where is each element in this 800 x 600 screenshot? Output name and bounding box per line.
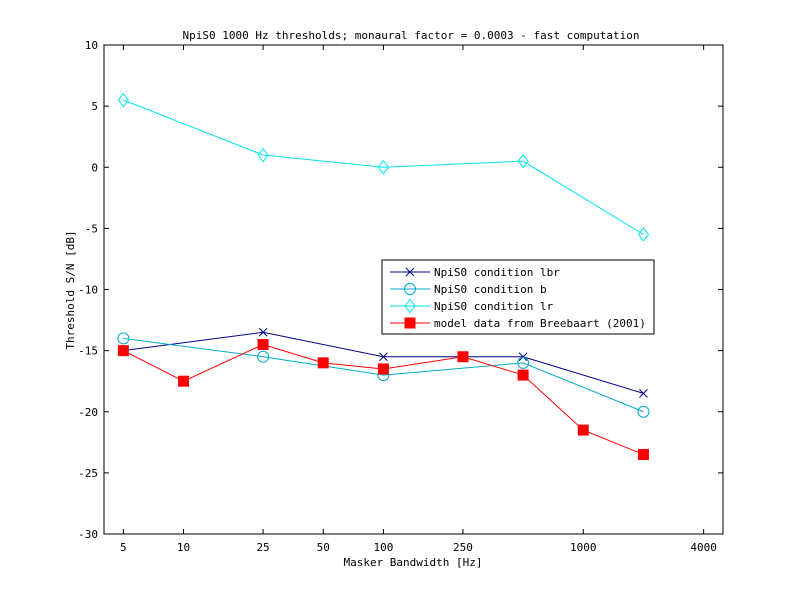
x-tick-label: 25	[256, 541, 269, 554]
legend-label: NpiS0 condition lr	[434, 300, 554, 313]
y-tick-label: 5	[91, 100, 98, 113]
legend-label: NpiS0 condition lbr	[434, 266, 560, 279]
data-point	[457, 351, 469, 363]
legend-marker	[404, 283, 416, 295]
x-tick-label: 250	[453, 541, 473, 554]
data-point	[257, 339, 269, 351]
data-point	[639, 389, 648, 398]
legend-item: model data from Breebaart (2001)	[390, 317, 646, 330]
data-point	[577, 424, 589, 436]
y-tick-label: -25	[78, 467, 98, 480]
data-point	[117, 345, 129, 357]
y-tick-label: -5	[85, 222, 98, 235]
series-line	[123, 337, 644, 413]
legend-marker	[404, 298, 416, 314]
legend-label: NpiS0 condition b	[434, 283, 547, 296]
plot-area-frame	[103, 44, 724, 535]
y-tick-label: -10	[78, 284, 98, 297]
y-tick-label: -20	[78, 406, 98, 419]
data-point	[117, 92, 130, 108]
legend-marker	[405, 267, 415, 277]
legend-marker	[404, 317, 416, 329]
legend-item: NpiS0 condition lbr	[390, 266, 560, 279]
data-point	[517, 356, 530, 369]
x-tick-label: 10	[177, 541, 190, 554]
legend-label: model data from Breebaart (2001)	[434, 317, 646, 330]
x-tick-label: 5	[120, 541, 127, 554]
x-tick-label: 1000	[570, 541, 597, 554]
x-tick-label: 100	[373, 541, 393, 554]
x-tick-label: 4000	[690, 541, 717, 554]
legend: NpiS0 condition lbr NpiS0 condition b NpiS…	[381, 259, 655, 335]
y-tick-label: -30	[78, 528, 98, 541]
series-4	[117, 339, 649, 461]
chart-title: NpiS0 1000 Hz thresholds; monaural facto…	[183, 29, 640, 42]
data-point	[637, 449, 649, 461]
data-point	[178, 375, 190, 387]
series-group	[117, 92, 650, 461]
data-point	[517, 369, 529, 381]
y-axis-label: Threshold S/N [dB]	[64, 230, 77, 349]
data-point	[379, 352, 388, 362]
series-line	[123, 99, 644, 235]
legend-item: NpiS0 condition lr	[390, 298, 554, 314]
data-point	[637, 227, 650, 242]
legend-item: NpiS0 condition b	[390, 283, 547, 296]
x-axis-label: Masker Bandwidth [Hz]	[343, 556, 482, 569]
data-point	[377, 363, 389, 375]
x-tick-label: 50	[317, 541, 330, 554]
y-tick-label: 0	[91, 161, 98, 174]
data-point	[517, 153, 529, 169]
axes-ticks: -30 -25 -20 -15 -10 -5 0 5 10 5 10 25 50 100 250 1000 40…	[78, 39, 723, 554]
data-point	[117, 332, 130, 345]
y-tick-label: -15	[78, 345, 98, 358]
data-point	[257, 147, 269, 163]
series-3	[117, 92, 650, 242]
data-point	[257, 350, 270, 363]
data-point	[518, 352, 528, 362]
data-point	[317, 357, 329, 369]
data-point	[258, 327, 268, 337]
data-point	[377, 159, 390, 175]
data-point	[637, 405, 650, 418]
y-tick-label: 10	[85, 39, 98, 52]
